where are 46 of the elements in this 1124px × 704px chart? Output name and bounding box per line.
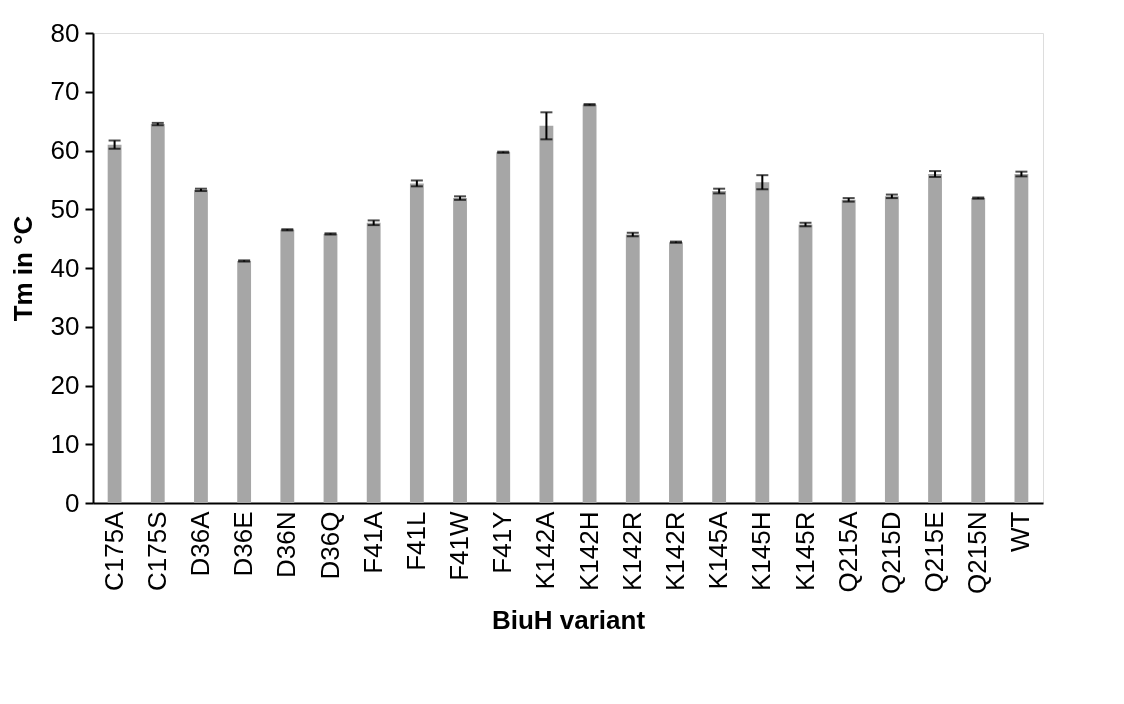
bar <box>453 198 467 503</box>
y-tick-label: 70 <box>50 76 80 107</box>
x-tick-label: Q215D <box>875 511 906 594</box>
x-tick-label: Q215N <box>962 511 993 594</box>
y-tick-label: 10 <box>50 428 80 459</box>
bar <box>280 229 295 503</box>
bar <box>150 124 165 503</box>
x-tick-label: Q215A <box>832 510 863 593</box>
x-tick-label: K142R <box>616 511 647 591</box>
y-tick-label: 80 <box>50 17 80 48</box>
y-tick-label: 0 <box>65 487 80 518</box>
x-tick-label: F41W <box>444 511 475 581</box>
y-tick-label: 40 <box>50 252 80 283</box>
x-axis-title: BiuH variant <box>491 604 646 635</box>
y-tick-label: 60 <box>50 135 80 165</box>
x-tick-label: F41A <box>357 510 388 574</box>
bar <box>755 182 770 503</box>
bar <box>323 233 338 503</box>
bar <box>971 198 986 503</box>
x-tick-label: D36E <box>228 511 259 577</box>
bar <box>582 104 597 503</box>
x-tick-label: K145R <box>789 511 820 591</box>
x-tick-label: D36N <box>271 511 302 578</box>
x-tick-label: K142H <box>573 511 604 591</box>
x-tick-label: K142R <box>659 511 690 591</box>
x-tick-label: WT <box>1005 511 1036 552</box>
y-axis-title: Tm in °C <box>7 215 38 322</box>
bar <box>496 152 511 503</box>
x-tick-label: Q215E <box>919 511 950 593</box>
x-tick-label: K145H <box>746 511 777 591</box>
y-tick-label: 50 <box>50 193 80 224</box>
bar <box>539 125 554 503</box>
bar <box>237 260 252 503</box>
x-tick-label: F41Y <box>487 511 518 574</box>
x-tick-label: K145A <box>703 510 734 590</box>
y-tick-label: 30 <box>50 311 80 342</box>
x-tick-label: C175A <box>98 510 129 591</box>
x-tick-label: F41L <box>400 511 431 571</box>
x-tick-label: D36A <box>184 510 215 577</box>
bar <box>841 199 856 503</box>
x-tick-label: C175S <box>141 511 172 591</box>
y-tick-label: 20 <box>50 370 80 400</box>
x-tick-label: D36Q <box>314 511 345 580</box>
bar <box>194 189 208 503</box>
x-tick-label: K142A <box>530 510 561 590</box>
bar <box>669 242 683 503</box>
